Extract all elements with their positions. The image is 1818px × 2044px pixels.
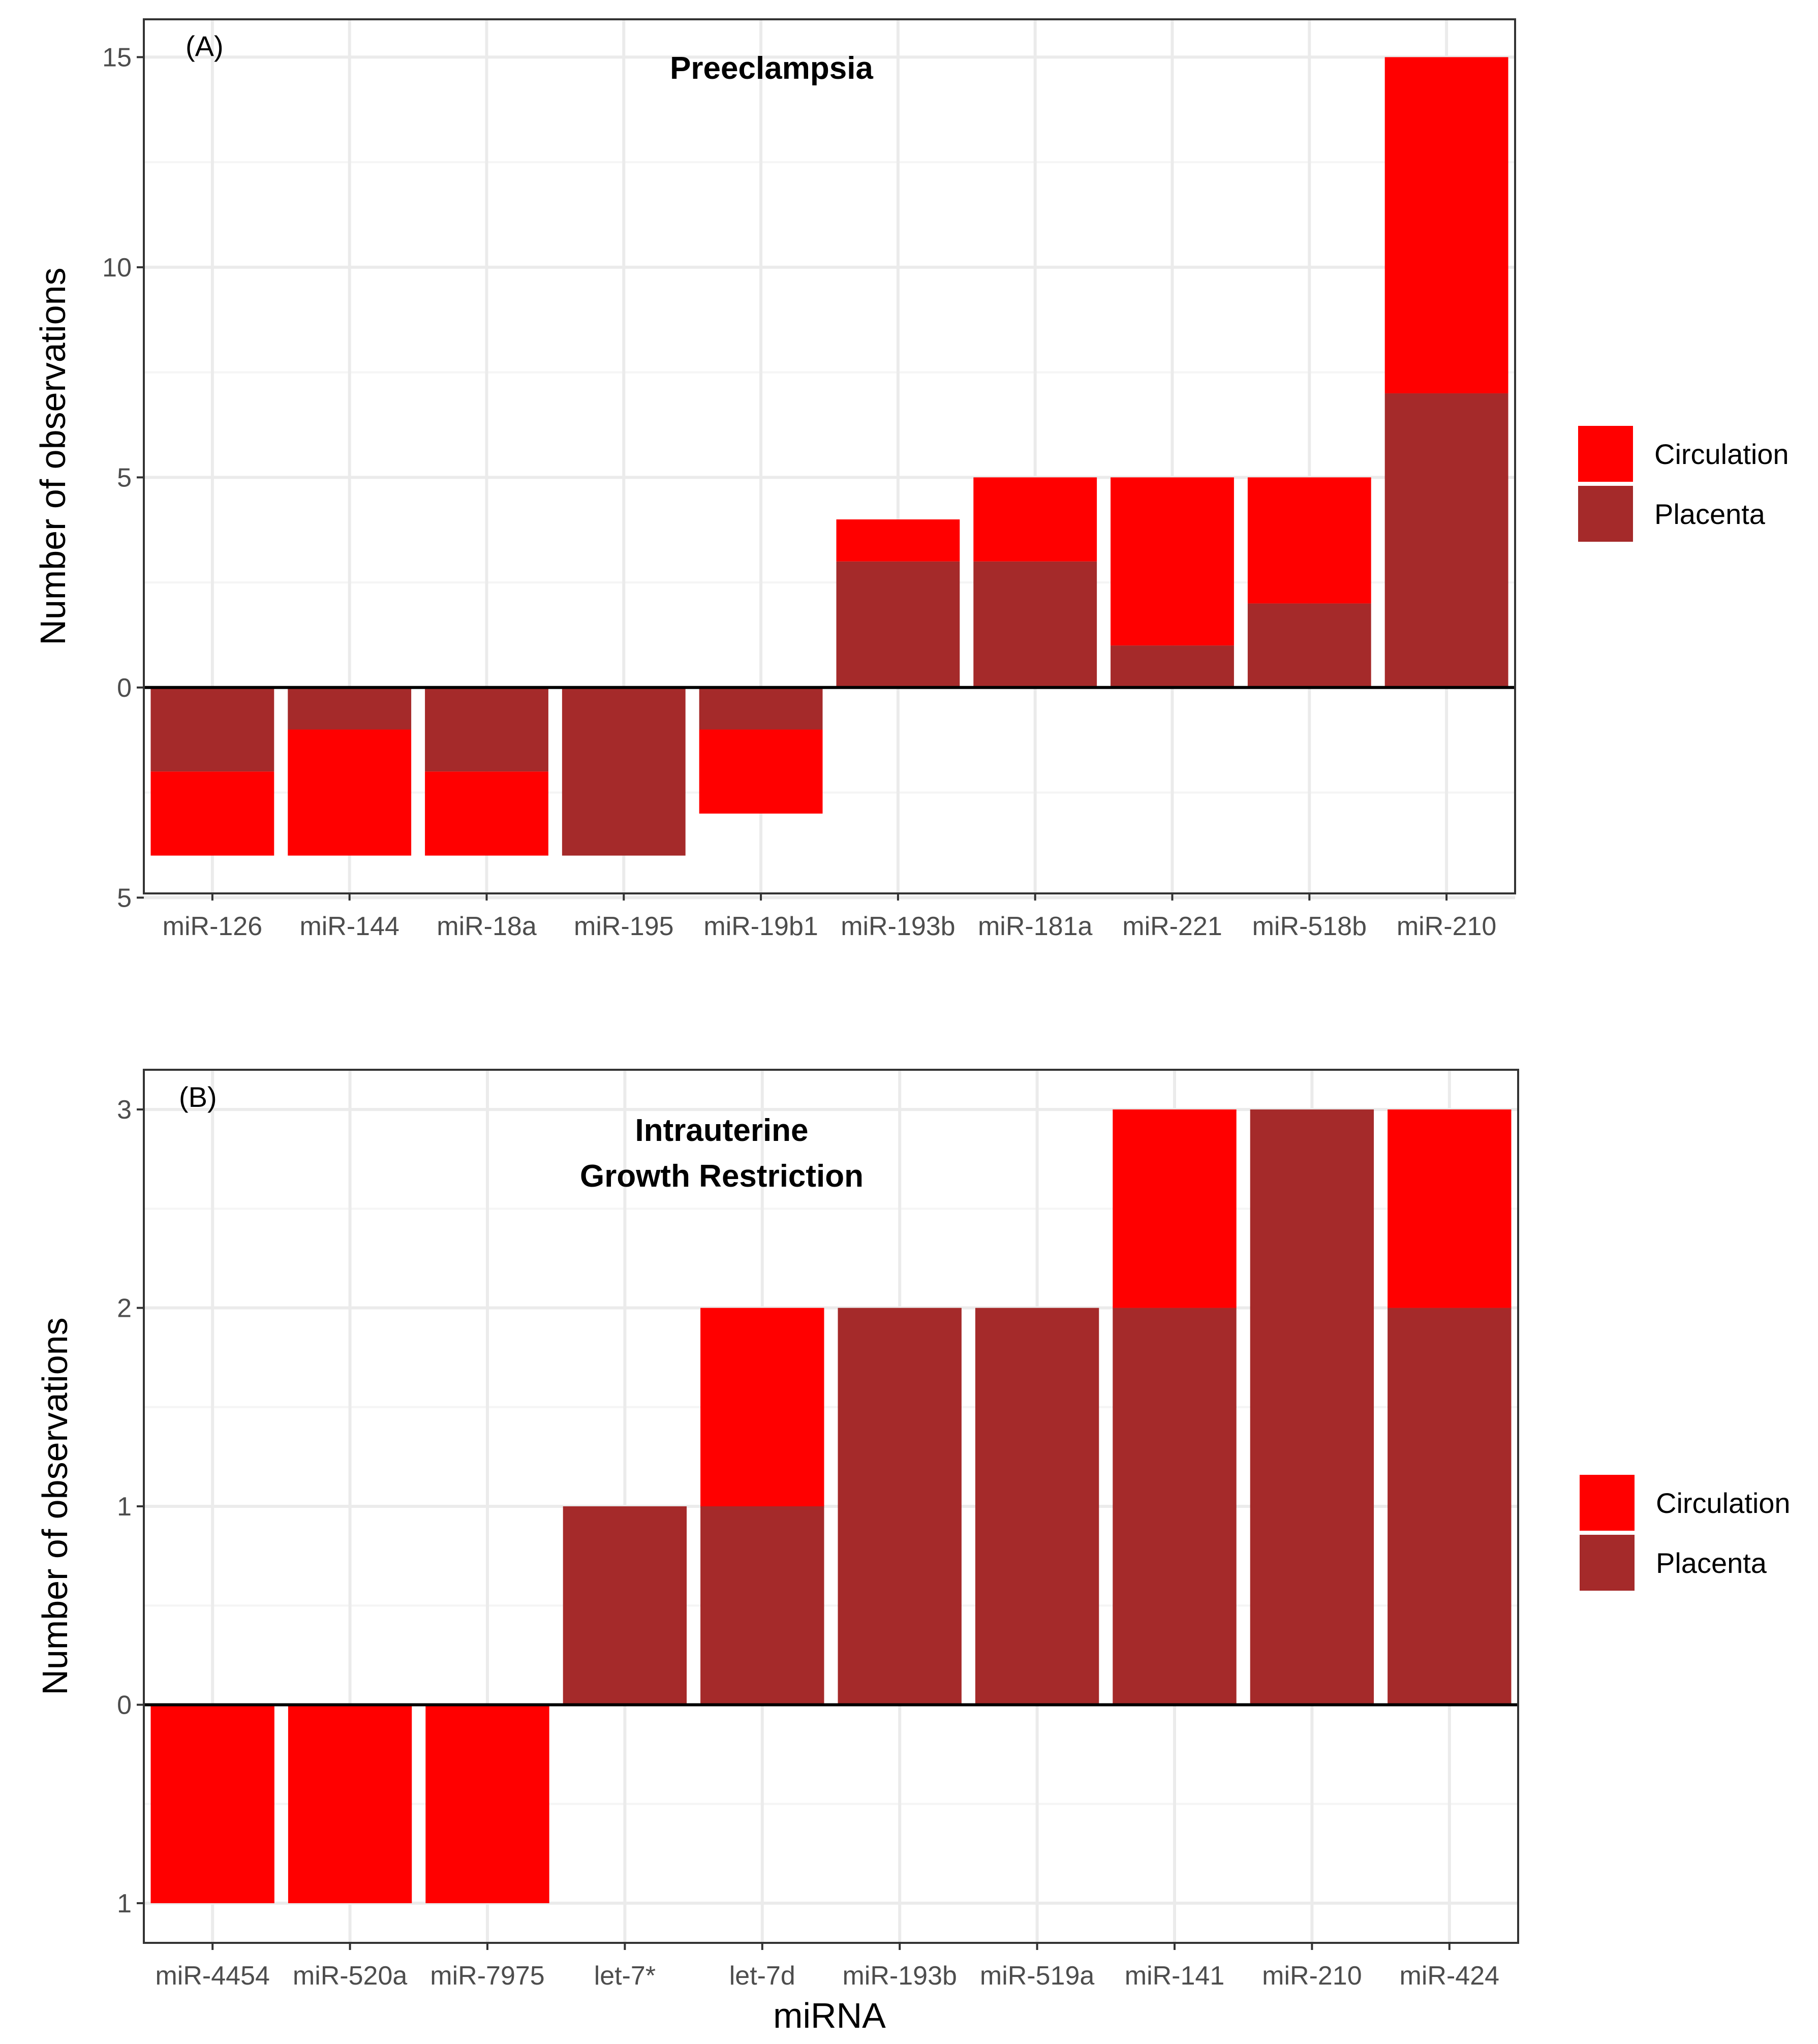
bar-placenta bbox=[975, 1308, 1099, 1705]
bar-placenta bbox=[1384, 393, 1508, 688]
bar-placenta bbox=[700, 1506, 824, 1705]
bar-circulation bbox=[1247, 477, 1371, 604]
y-tick-label: 3 bbox=[117, 1095, 132, 1125]
bar-placenta bbox=[562, 687, 686, 856]
x-tick-label: miR-520a bbox=[293, 1961, 407, 1991]
x-tick-label: let-7d bbox=[729, 1961, 795, 1991]
bar-circulation bbox=[973, 477, 1097, 562]
x-tick-label: miR-518b bbox=[1252, 912, 1367, 941]
bar-placenta bbox=[150, 687, 274, 772]
bar-placenta bbox=[425, 687, 548, 772]
y-tick-label: 1 bbox=[117, 1889, 132, 1918]
bar-circulation bbox=[1111, 477, 1234, 646]
x-tick-label: miR-141 bbox=[1125, 1961, 1225, 1991]
x-tick-label: miR-18a bbox=[437, 912, 537, 941]
bar-circulation bbox=[1113, 1109, 1237, 1308]
bar-circulation bbox=[1388, 1109, 1512, 1308]
y-tick-label: 1 bbox=[117, 1492, 132, 1522]
bar-placenta bbox=[1250, 1109, 1374, 1705]
y-axis-title: Number of observations bbox=[33, 267, 73, 645]
x-tick-label: miR-519a bbox=[980, 1961, 1094, 1991]
legend-swatch-circulation bbox=[1580, 1475, 1635, 1531]
x-tick-label: miR-210 bbox=[1262, 1961, 1362, 1991]
x-tick-label: miR-4454 bbox=[155, 1961, 269, 1991]
x-tick-label: miR-424 bbox=[1400, 1961, 1500, 1991]
x-tick-label: miR-195 bbox=[574, 912, 674, 941]
x-tick-label: miR-144 bbox=[299, 912, 399, 941]
panel-label: (B) bbox=[179, 1081, 217, 1113]
x-tick-label: miR-210 bbox=[1397, 912, 1497, 941]
legend-label-placenta: Placenta bbox=[1656, 1547, 1767, 1579]
chart-title-line: Intrauterine bbox=[635, 1113, 808, 1148]
panel-border bbox=[143, 18, 1516, 894]
legend-label-placenta: Placenta bbox=[1654, 498, 1766, 530]
bar-circulation bbox=[150, 771, 274, 856]
y-tick-label: 0 bbox=[117, 1690, 132, 1720]
y-tick-label: 10 bbox=[102, 253, 132, 283]
legend-label-circulation: Circulation bbox=[1656, 1487, 1791, 1519]
y-tick-label: 5 bbox=[117, 463, 132, 492]
x-tick-label: miR-7975 bbox=[430, 1961, 544, 1991]
bar-circulation bbox=[288, 729, 412, 856]
bar-circulation bbox=[1384, 57, 1508, 393]
legend-swatch-placenta bbox=[1578, 486, 1633, 542]
x-axis-title: miRNA bbox=[773, 1996, 886, 2035]
bar-placenta bbox=[699, 687, 823, 730]
bar-placenta bbox=[1388, 1308, 1512, 1705]
bar-placenta bbox=[1111, 645, 1234, 688]
bar-placenta bbox=[1247, 603, 1371, 688]
bar-circulation bbox=[836, 519, 960, 562]
x-tick-label: miR-193b bbox=[841, 912, 955, 941]
bar-placenta bbox=[288, 687, 412, 730]
x-tick-label: miR-181a bbox=[978, 912, 1092, 941]
bar-placenta bbox=[836, 561, 960, 688]
bar-placenta bbox=[563, 1506, 687, 1705]
x-tick-label: miR-19b1 bbox=[703, 912, 818, 941]
bar-circulation bbox=[288, 1705, 412, 1903]
bar-circulation bbox=[425, 771, 548, 856]
y-tick-label: 2 bbox=[117, 1294, 132, 1323]
bar-placenta bbox=[838, 1308, 962, 1705]
x-tick-label: miR-221 bbox=[1122, 912, 1222, 941]
chart-iugr: 1 0 1 2 3 miR-4454 miR-520a miR-7975 let-7* let-7… bbox=[35, 1069, 1791, 1991]
chart-preeclampsia: 5 0 5 10 15 miR-126 miR-144 miR-18a miR-195 miR-1… bbox=[33, 18, 1789, 941]
bar-circulation bbox=[699, 729, 823, 814]
panel-label: (A) bbox=[186, 30, 224, 62]
y-axis-title: Number of observations bbox=[35, 1317, 75, 1695]
chart-title-line: Preeclampsia bbox=[670, 51, 873, 86]
legend-swatch-circulation bbox=[1578, 426, 1633, 482]
y-tick-label: 15 bbox=[102, 43, 132, 72]
bar-circulation bbox=[425, 1705, 549, 1903]
y-tick-label: 0 bbox=[117, 673, 132, 703]
y-tick-label: 5 bbox=[117, 883, 132, 913]
x-tick-label: miR-193b bbox=[842, 1961, 957, 1991]
chart-title-line: Growth Restriction bbox=[580, 1159, 864, 1194]
bar-placenta bbox=[1113, 1308, 1237, 1705]
x-tick-label: let-7* bbox=[594, 1961, 656, 1991]
bar-circulation bbox=[700, 1308, 824, 1506]
legend-label-circulation: Circulation bbox=[1654, 438, 1789, 470]
x-tick-label: miR-126 bbox=[163, 912, 263, 941]
legend-swatch-placenta bbox=[1580, 1535, 1635, 1591]
bar-placenta bbox=[973, 561, 1097, 688]
bar-circulation bbox=[150, 1705, 274, 1903]
